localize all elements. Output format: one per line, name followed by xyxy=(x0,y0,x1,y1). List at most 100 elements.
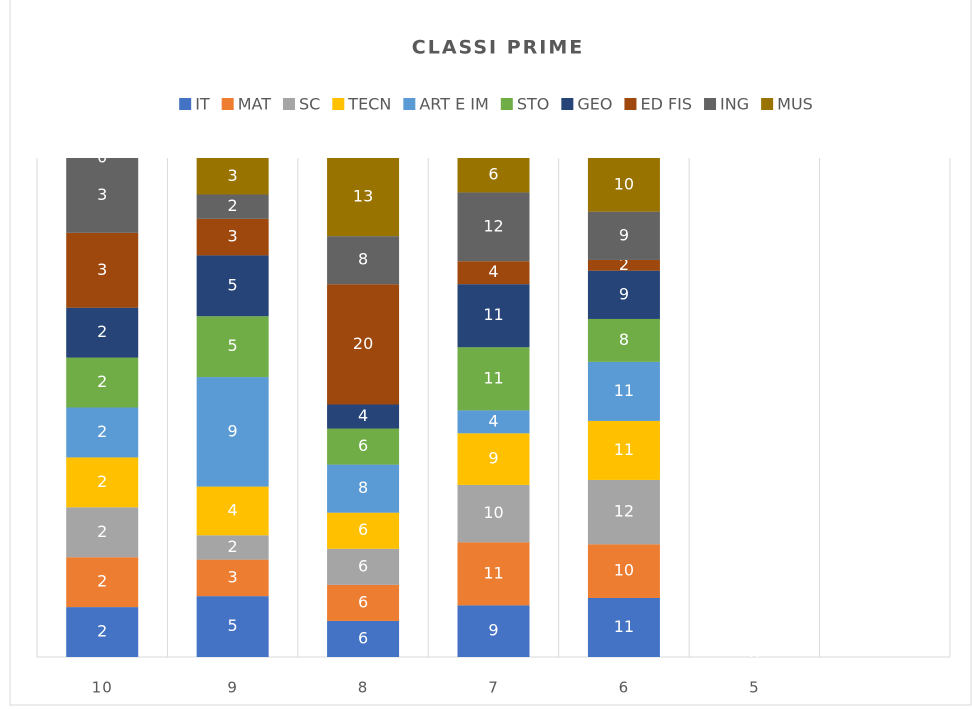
x-tick-label: 7 xyxy=(488,679,499,697)
data-label: 6 xyxy=(358,592,368,611)
bar-segment xyxy=(457,410,530,434)
bar-segment xyxy=(587,597,660,657)
x-tick-label: 5 xyxy=(749,679,760,697)
bar-segment xyxy=(457,158,530,193)
bar-segment xyxy=(457,192,530,262)
data-label: 4 xyxy=(488,411,498,430)
data-label: 11 xyxy=(614,617,634,636)
legend-label: TECN xyxy=(347,95,391,114)
data-label: 2 xyxy=(97,422,107,441)
bar-segment xyxy=(196,255,269,317)
data-label: 0 xyxy=(749,647,759,666)
legend-label: STO xyxy=(517,95,550,114)
bar-segment xyxy=(66,507,139,558)
data-label: 5 xyxy=(228,275,238,294)
bar-segment xyxy=(66,607,139,657)
bar-segment xyxy=(327,284,400,405)
legend-swatch xyxy=(403,98,416,110)
legend-swatch xyxy=(561,98,574,110)
data-label: 13 xyxy=(353,187,373,206)
x-tick-label: 9 xyxy=(227,679,238,697)
bar-segment xyxy=(587,259,660,271)
data-label: 4 xyxy=(358,406,368,425)
data-label: 10 xyxy=(483,503,503,522)
bar-segment xyxy=(327,428,400,465)
bar-segment xyxy=(327,548,400,585)
bar-segment xyxy=(457,542,530,606)
bar-segment xyxy=(196,535,269,560)
data-label: 9 xyxy=(488,621,498,640)
data-label: 5 xyxy=(228,616,238,635)
legend-swatch xyxy=(221,98,234,110)
data-label: 11 xyxy=(483,368,503,387)
legend-label: GEO xyxy=(577,95,612,114)
data-label: 6 xyxy=(358,628,368,647)
bar-segment xyxy=(457,347,530,411)
bar-segment xyxy=(327,158,400,237)
bar-segment xyxy=(327,620,400,657)
data-label: 5 xyxy=(228,336,238,355)
data-label: 8 xyxy=(358,250,368,269)
data-label: 12 xyxy=(614,502,634,521)
data-label: 3 xyxy=(228,227,238,246)
legend-label: MUS xyxy=(777,95,813,114)
plot: 2222222330532495532366668642081391110941… xyxy=(66,148,759,666)
data-label: 9 xyxy=(228,421,238,440)
data-label: 3 xyxy=(228,166,238,185)
bar-segment xyxy=(66,557,139,608)
bar-segment xyxy=(327,584,400,621)
bar-segment xyxy=(66,457,139,508)
data-label: 3 xyxy=(97,185,107,204)
data-label: 11 xyxy=(483,305,503,324)
legend-swatch xyxy=(761,98,774,110)
bar-segment xyxy=(196,377,269,487)
data-label: 0 xyxy=(749,647,759,666)
x-tick-label: 10 xyxy=(92,679,113,697)
data-label: 0 xyxy=(749,647,759,666)
bar-segment xyxy=(327,512,400,549)
bar-segment xyxy=(587,270,660,319)
data-label: 2 xyxy=(97,522,107,541)
legend-swatch xyxy=(704,98,717,110)
bar-segment xyxy=(457,284,530,348)
data-label: 0 xyxy=(749,647,759,666)
bar-segment xyxy=(196,316,269,378)
bar-segment xyxy=(327,404,400,429)
bar-segment xyxy=(587,318,660,362)
data-label: 0 xyxy=(749,647,759,666)
data-label: 0 xyxy=(749,647,759,666)
data-label: 2 xyxy=(228,196,238,215)
chart-title: CLASSI PRIME xyxy=(412,37,584,59)
bar-segment xyxy=(457,433,530,485)
data-label: 2 xyxy=(619,255,629,274)
data-label: 4 xyxy=(228,500,238,519)
data-label: 0 xyxy=(749,647,759,666)
data-label: 0 xyxy=(749,647,759,666)
data-label: 0 xyxy=(97,148,107,167)
data-label: 20 xyxy=(353,334,373,353)
legend-swatch xyxy=(179,98,192,110)
data-label: 12 xyxy=(483,216,503,235)
bar-segment xyxy=(587,544,660,598)
data-label: 9 xyxy=(619,284,629,303)
data-label: 4 xyxy=(488,262,498,281)
bar-segment xyxy=(587,158,660,212)
x-tick-label: 8 xyxy=(358,679,369,697)
data-label: 0 xyxy=(749,647,759,666)
bar-segment xyxy=(196,218,269,256)
bar-segment xyxy=(196,486,269,536)
legend-label: ING xyxy=(720,95,749,114)
data-label: 2 xyxy=(97,472,107,491)
bar-segment xyxy=(587,479,660,545)
legend-label: ART E IM xyxy=(419,95,488,114)
data-label: 2 xyxy=(97,622,107,641)
bar-segment xyxy=(587,420,660,480)
data-label: 3 xyxy=(97,260,107,279)
bar-segment xyxy=(66,307,139,358)
bar-segment xyxy=(66,158,139,233)
data-label: 6 xyxy=(358,520,368,539)
legend-label: IT xyxy=(195,95,210,114)
data-label: 11 xyxy=(483,563,503,582)
bar-segment xyxy=(457,261,530,285)
data-label: 0 xyxy=(749,647,759,666)
